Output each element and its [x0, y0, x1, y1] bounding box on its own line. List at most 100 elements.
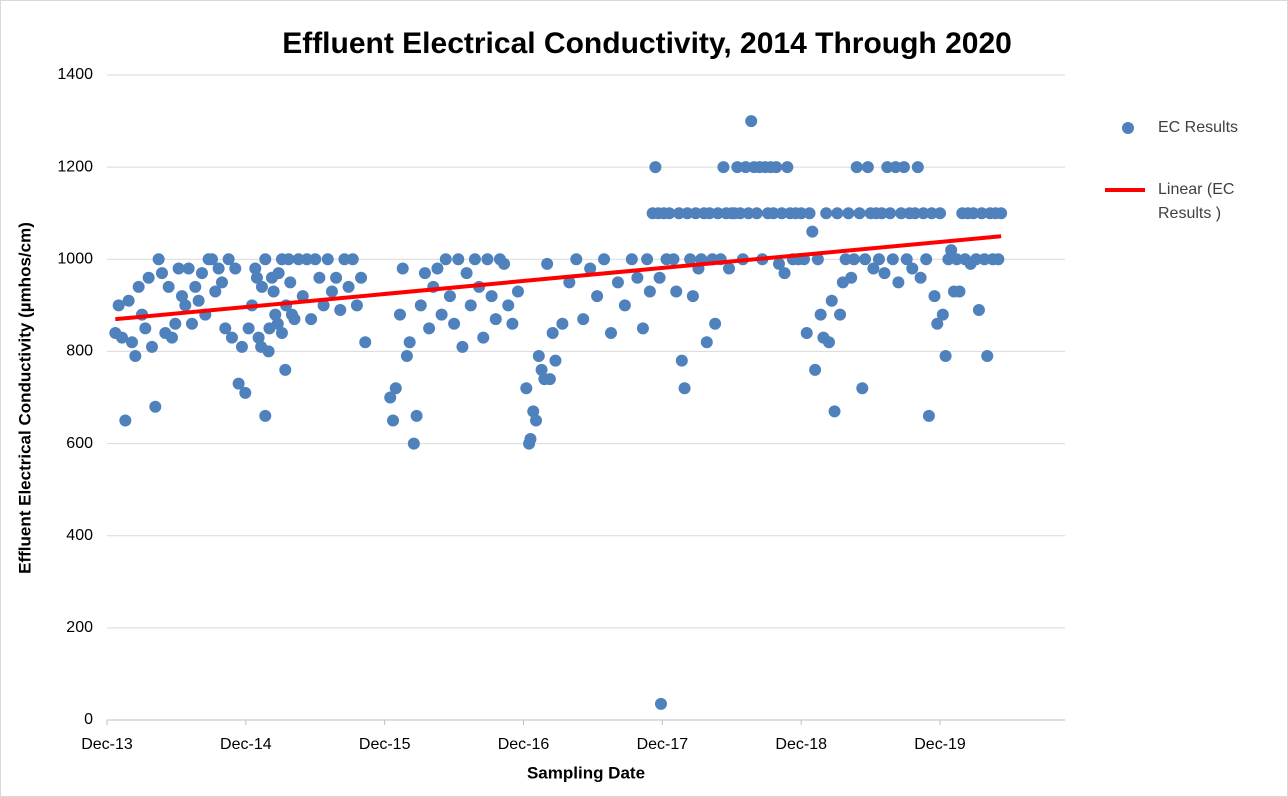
data-point: [900, 253, 913, 266]
data-point: [709, 317, 722, 330]
data-point: [396, 262, 409, 275]
x-tick-label: Dec-13: [81, 736, 133, 753]
y-tick-label: 600: [66, 435, 93, 452]
data-point: [775, 207, 788, 220]
data-point: [872, 253, 885, 266]
data-point: [643, 285, 656, 298]
data-point: [321, 253, 334, 266]
data-point: [809, 363, 822, 376]
data-point: [641, 253, 654, 266]
data-point: [723, 262, 736, 275]
data-point: [917, 207, 930, 220]
data-point: [936, 308, 949, 321]
data-point: [255, 280, 268, 293]
data-point: [781, 161, 794, 174]
data-point: [928, 290, 941, 303]
data-point: [384, 391, 397, 404]
data-point: [875, 207, 888, 220]
data-point: [296, 290, 309, 303]
chart-title: Effluent Electrical Conductivity, 2014 T…: [282, 27, 1012, 60]
data-point: [895, 207, 908, 220]
x-tick-label: Dec-17: [637, 736, 689, 753]
data-point: [165, 331, 178, 344]
data-point: [886, 253, 899, 266]
data-point: [292, 253, 305, 266]
data-point: [250, 271, 263, 284]
data-point: [259, 253, 272, 266]
y-tick-label: 1000: [57, 251, 93, 268]
legend-label: EC Results: [1158, 119, 1239, 136]
data-point: [906, 262, 919, 275]
data-point: [342, 280, 355, 293]
data-point: [892, 276, 905, 289]
data-point: [511, 285, 524, 298]
data-point: [778, 267, 791, 280]
data-point: [670, 285, 683, 298]
data-point: [269, 308, 282, 321]
data-point: [653, 271, 666, 284]
data-point: [598, 253, 611, 266]
data-point: [520, 382, 533, 395]
data-point: [112, 299, 125, 312]
data-point: [532, 350, 545, 363]
data-point: [414, 299, 427, 312]
data-point: [317, 299, 330, 312]
data-point: [911, 161, 924, 174]
data-point: [842, 207, 855, 220]
data-point: [845, 271, 858, 284]
data-point: [731, 161, 744, 174]
data-point: [172, 262, 185, 275]
data-point: [981, 350, 994, 363]
data-point: [711, 207, 724, 220]
data-point: [485, 290, 498, 303]
data-point: [468, 253, 481, 266]
data-point: [950, 253, 963, 266]
data-point: [252, 331, 265, 344]
legend-line: [1105, 188, 1145, 192]
data-point: [477, 331, 490, 344]
data-point: [142, 271, 155, 284]
data-point: [822, 336, 835, 349]
data-point: [195, 267, 208, 280]
data-point: [481, 253, 494, 266]
data-point: [663, 207, 676, 220]
data-point: [953, 285, 966, 298]
data-point: [859, 253, 872, 266]
data-point: [435, 308, 448, 321]
data-point: [232, 377, 245, 390]
data-point: [182, 262, 195, 275]
data-point: [967, 207, 980, 220]
data-point: [313, 271, 326, 284]
y-tick-label: 200: [66, 619, 93, 636]
data-point: [272, 267, 285, 280]
data-point: [541, 257, 554, 270]
data-point: [881, 161, 894, 174]
data-point: [152, 253, 165, 266]
x-tick-label: Dec-18: [775, 736, 827, 753]
y-tick-label: 1200: [57, 158, 93, 175]
data-point: [275, 327, 288, 339]
data-point: [831, 207, 844, 220]
data-point: [750, 207, 763, 220]
y-tick-label: 400: [66, 527, 93, 544]
data-point: [498, 257, 511, 270]
data-point: [631, 271, 644, 284]
data-point: [742, 207, 755, 220]
data-point: [922, 409, 935, 422]
data-point: [530, 414, 543, 427]
legend-label: Linear (EC Results ): [1158, 181, 1235, 222]
data-point: [814, 308, 827, 321]
data-point: [806, 225, 819, 238]
data-point: [700, 336, 713, 349]
data-point: [975, 207, 988, 220]
data-point: [942, 253, 955, 266]
data-point: [867, 262, 880, 275]
data-point: [847, 253, 860, 266]
data-point: [149, 400, 162, 413]
data-point: [464, 299, 477, 312]
data-point: [934, 207, 947, 220]
y-axis-label: Effluent Electrical Conductivity (µmhos/…: [15, 222, 34, 574]
data-point: [825, 294, 838, 307]
data-point: [546, 327, 559, 339]
